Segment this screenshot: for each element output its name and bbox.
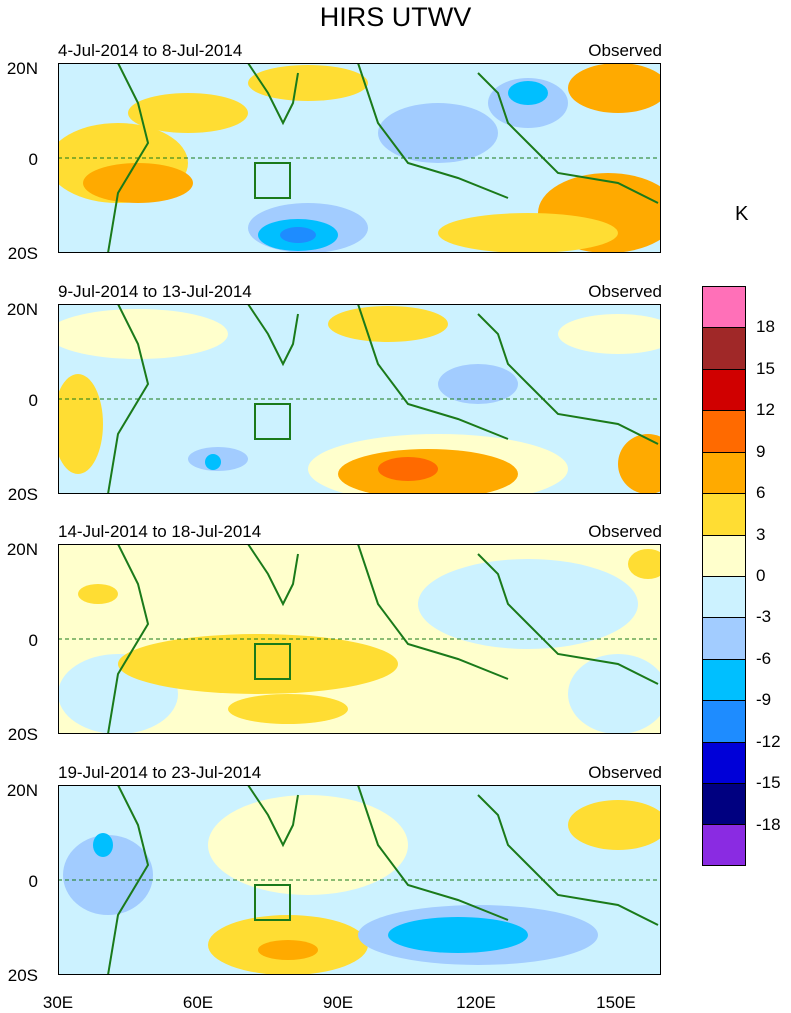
- lat-label-north: 20N: [6, 540, 38, 559]
- colorbar-label: 15: [756, 358, 775, 378]
- lat-label-equator: 0: [28, 150, 38, 169]
- page-title: HIRS UTWV: [319, 2, 472, 32]
- colorbar-box: [702, 741, 746, 784]
- lat-label-south: 20S: [7, 485, 38, 504]
- lat-label-south: 20S: [7, 244, 38, 263]
- lat-label-south: 20S: [7, 966, 38, 985]
- colorbar-box: [702, 824, 746, 866]
- lon-label: 90E: [322, 993, 354, 1012]
- colorbar-label: 9: [756, 441, 766, 461]
- lat-label-equator: 0: [28, 391, 38, 410]
- panel-source: Observed: [588, 522, 662, 541]
- colorbar-label: -15: [756, 773, 781, 793]
- lon-label: 150E: [596, 993, 636, 1012]
- colorbar-label: 0: [756, 566, 766, 585]
- colorbar-label: -6: [756, 648, 772, 668]
- colorbar-label: 3: [756, 524, 766, 544]
- lat-label-north: 20N: [6, 59, 38, 78]
- colorbar-box: [702, 286, 746, 328]
- panel-period: 9-Jul-2014 to 13-Jul-2014: [58, 282, 252, 301]
- colorbar-label: 6: [756, 483, 766, 503]
- panel-source: Observed: [588, 763, 662, 782]
- unit-label: K: [735, 203, 749, 225]
- colorbar-label: -9: [756, 690, 772, 710]
- lon-label: 120E: [456, 993, 496, 1012]
- panel-source: Observed: [588, 41, 662, 60]
- colorbar-box: [702, 493, 746, 535]
- colorbar-label: -12: [756, 731, 781, 751]
- colorbar-label: -3: [756, 607, 772, 627]
- panel-period: 4-Jul-2014 to 8-Jul-2014: [58, 41, 243, 60]
- colorbar-box: [702, 617, 746, 659]
- lat-label-north: 20N: [6, 781, 38, 800]
- colorbar-box: [702, 783, 746, 825]
- anomaly-map: [58, 63, 661, 253]
- colorbar-box: [702, 410, 746, 452]
- panel-period: 19-Jul-2014 to 23-Jul-2014: [58, 763, 262, 782]
- colorbar-label: -18: [756, 814, 781, 834]
- colorbar-box: [702, 368, 746, 411]
- colorbar-box: [702, 451, 746, 494]
- colorbar-box: [702, 575, 746, 618]
- lat-label-equator: 0: [28, 631, 38, 650]
- anomaly-map: [58, 304, 661, 494]
- lon-label: 30E: [42, 993, 74, 1012]
- colorbar-box: [702, 534, 746, 576]
- panel-period: 14-Jul-2014 to 18-Jul-2014: [58, 522, 262, 541]
- lon-label: 60E: [182, 993, 214, 1012]
- lat-label-north: 20N: [6, 300, 38, 319]
- lat-label-south: 20S: [7, 725, 38, 744]
- anomaly-map: [58, 785, 661, 975]
- colorbar-box: [702, 658, 746, 701]
- colorbar-label: 18: [756, 317, 775, 337]
- panel-source: Observed: [588, 282, 662, 301]
- colorbar-label: 12: [756, 400, 775, 420]
- colorbar-box: [702, 700, 746, 742]
- lat-label-equator: 0: [28, 872, 38, 891]
- colorbar: [702, 286, 746, 866]
- anomaly-map: [58, 544, 661, 734]
- colorbar-box: [702, 327, 746, 369]
